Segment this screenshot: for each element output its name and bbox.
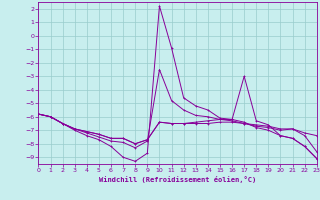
X-axis label: Windchill (Refroidissement éolien,°C): Windchill (Refroidissement éolien,°C) <box>99 176 256 183</box>
